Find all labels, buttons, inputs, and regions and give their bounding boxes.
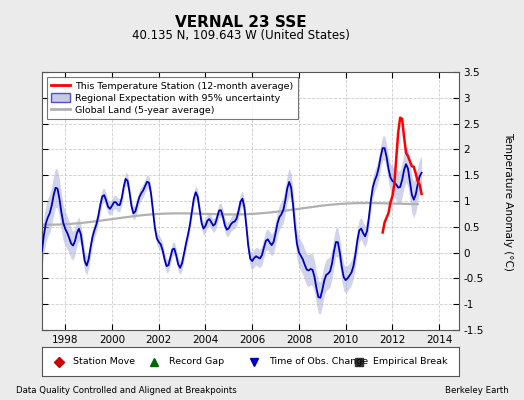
Text: Time of Obs. Change: Time of Obs. Change xyxy=(269,357,368,366)
Text: Station Move: Station Move xyxy=(73,357,135,366)
Y-axis label: Temperature Anomaly (°C): Temperature Anomaly (°C) xyxy=(503,132,513,270)
Text: Record Gap: Record Gap xyxy=(169,357,224,366)
Text: VERNAL 23 SSE: VERNAL 23 SSE xyxy=(175,15,307,30)
Text: 40.135 N, 109.643 W (United States): 40.135 N, 109.643 W (United States) xyxy=(132,29,350,42)
Text: Empirical Break: Empirical Break xyxy=(373,357,447,366)
Text: Data Quality Controlled and Aligned at Breakpoints: Data Quality Controlled and Aligned at B… xyxy=(16,386,236,395)
Legend: This Temperature Station (12-month average), Regional Expectation with 95% uncer: This Temperature Station (12-month avera… xyxy=(47,77,298,119)
Text: Berkeley Earth: Berkeley Earth xyxy=(444,386,508,395)
